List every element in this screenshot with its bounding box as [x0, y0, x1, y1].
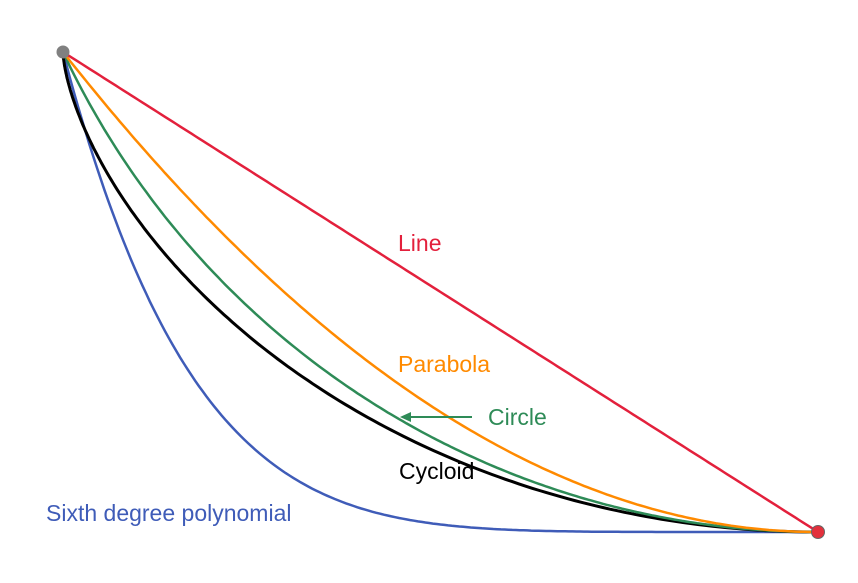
label-line: Line: [398, 230, 442, 256]
end-point: [811, 525, 825, 539]
label-circle: Circle: [488, 404, 547, 430]
curve-circle: [61, 51, 818, 534]
start-point: [56, 45, 70, 59]
label-sixth-degree-polynomial: Sixth degree polynomial: [46, 500, 292, 526]
circle-pointer-arrowhead: [400, 412, 411, 422]
label-cycloid: Cycloid: [399, 458, 475, 484]
curve-line: [62, 50, 819, 534]
curve-cycloid: [61, 52, 818, 534]
curve-parabola: [62, 51, 818, 534]
label-parabola: Parabola: [398, 351, 491, 377]
curve-sixth: [61, 51, 818, 534]
